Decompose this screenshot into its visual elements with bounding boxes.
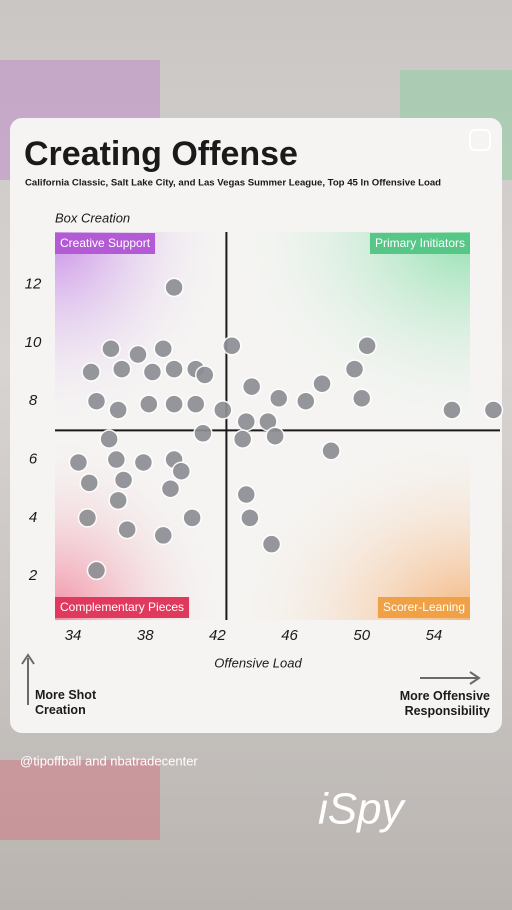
point — [236, 411, 257, 432]
point — [160, 478, 181, 499]
y-tick-label: 6 — [29, 451, 38, 468]
point — [128, 344, 148, 365]
x-tick-label: 50 — [353, 627, 370, 644]
point — [241, 376, 262, 397]
y-tick-label: 10 — [25, 334, 42, 351]
chart-subtitle: California Classic, Salt Lake City, and … — [25, 178, 441, 189]
quadrant-label-bg — [55, 233, 156, 254]
point — [164, 277, 184, 298]
point — [101, 338, 121, 359]
point — [351, 388, 372, 409]
point — [113, 470, 134, 490]
point — [99, 429, 119, 449]
arrow-head — [21, 653, 35, 665]
y-tick-label: 2 — [28, 567, 38, 584]
point — [240, 508, 260, 528]
y-tick-label: 12 — [25, 275, 42, 292]
point — [106, 449, 127, 470]
point — [86, 560, 107, 581]
x-tick-label: 54 — [426, 627, 443, 644]
quadrant-label: Complementary Pieces — [60, 600, 184, 614]
point — [232, 429, 253, 449]
point — [142, 362, 163, 382]
point — [139, 394, 159, 414]
point — [164, 359, 184, 379]
quadrant-label-bg — [369, 233, 470, 254]
point — [236, 484, 257, 505]
quadrant-label-bg — [55, 597, 190, 618]
point — [79, 473, 100, 493]
quadrant-label: Scorer-Leaning — [383, 600, 465, 614]
arrow-head — [469, 671, 481, 685]
point — [321, 441, 341, 461]
point — [442, 400, 462, 420]
point — [171, 461, 192, 481]
x-tick-label: 38 — [137, 627, 154, 644]
point — [195, 365, 215, 385]
y-direction-note: More Shot Creation — [35, 688, 97, 717]
point — [108, 490, 128, 511]
chart-title: Creating Offense — [24, 135, 298, 173]
x-tick-label: 46 — [281, 627, 298, 644]
point — [296, 391, 316, 411]
point — [213, 400, 233, 420]
point — [153, 338, 174, 359]
point — [112, 359, 132, 379]
point — [108, 400, 128, 420]
x-tick-label: 42 — [209, 627, 226, 644]
x-tick-label: 34 — [65, 627, 82, 644]
point — [268, 388, 289, 409]
point — [185, 394, 206, 414]
point — [86, 391, 107, 411]
y-tick-label: 4 — [29, 509, 37, 526]
blur-blob — [0, 760, 160, 840]
y-tick-label: 8 — [29, 392, 38, 409]
x-direction-note: More Offensive Responsibility — [399, 689, 490, 718]
credit: @tipoffball and nbatradecenter — [20, 753, 198, 768]
y-axis-title: Box Creation — [55, 210, 130, 225]
quadrant-label: Creative Support — [60, 236, 151, 250]
icon — [469, 129, 491, 151]
quadrant-label-bg — [377, 597, 470, 618]
point — [261, 534, 282, 554]
point — [81, 362, 101, 382]
point — [344, 359, 365, 379]
point — [153, 525, 174, 546]
point — [68, 452, 89, 473]
point — [193, 423, 213, 444]
quadrant-bg — [228, 432, 470, 620]
point — [164, 394, 184, 414]
point — [117, 519, 137, 540]
point — [182, 508, 202, 528]
quadrant-bg — [228, 232, 470, 432]
point — [265, 426, 285, 446]
x-axis-title: Offensive Load — [214, 655, 302, 670]
point — [222, 336, 242, 356]
point — [312, 373, 332, 394]
point — [357, 336, 377, 356]
sticker: iSpy — [318, 785, 407, 834]
point — [133, 452, 154, 473]
point — [77, 508, 98, 528]
point — [483, 400, 504, 420]
quadrant-label: Primary Initiators — [375, 236, 465, 250]
